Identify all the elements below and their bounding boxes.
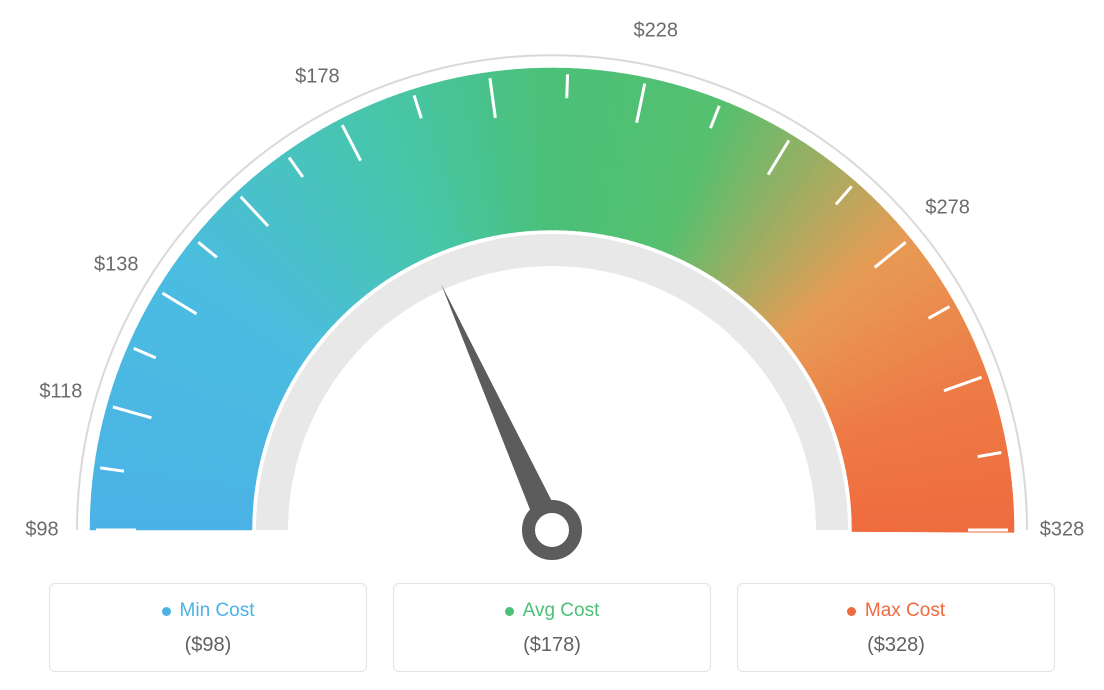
tick-label: $138 (94, 254, 139, 277)
legend-title-max: Max Cost (847, 600, 945, 622)
tick-label: $118 (39, 381, 82, 404)
legend-card-avg: Avg Cost ($178) (393, 583, 711, 672)
legend-value-min: ($98) (60, 634, 356, 657)
legend-label-min: Min Cost (180, 600, 255, 622)
tick-label: $328 (1040, 519, 1085, 542)
legend-label-avg: Avg Cost (523, 600, 600, 622)
gauge-svg (0, 0, 1104, 560)
legend-title-min: Min Cost (162, 600, 255, 622)
gauge-needle (441, 284, 564, 535)
legend-value-max: ($328) (748, 634, 1044, 657)
cost-gauge: $98 $118 $138 $178 $228 $278 $328 (0, 0, 1104, 560)
legend-row: Min Cost ($98) Avg Cost ($178) Max Cost … (0, 583, 1104, 672)
legend-label-max: Max Cost (865, 600, 945, 622)
legend-dot-max (847, 607, 856, 616)
gauge-hub (529, 507, 576, 554)
legend-dot-min (162, 607, 171, 616)
tick-label: $98 (25, 519, 58, 542)
tick-label: $228 (634, 19, 679, 42)
legend-value-avg: ($178) (404, 634, 700, 657)
tick-label: $278 (925, 197, 970, 220)
legend-card-max: Max Cost ($328) (737, 583, 1055, 672)
legend-title-avg: Avg Cost (505, 600, 600, 622)
gauge-color-arc (90, 68, 1014, 532)
legend-card-min: Min Cost ($98) (49, 583, 367, 672)
legend-dot-avg (505, 607, 514, 616)
tick-label: $178 (295, 66, 340, 89)
